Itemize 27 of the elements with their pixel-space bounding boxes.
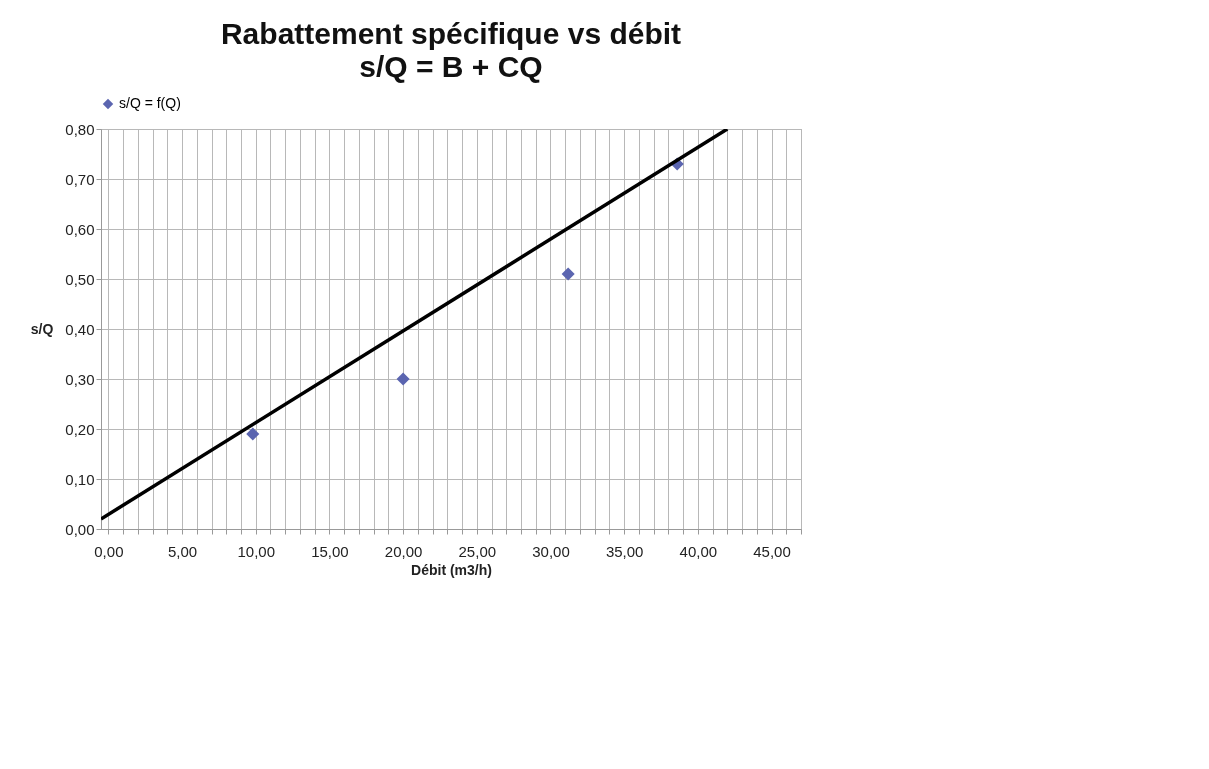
x-tick-label: 0,00: [94, 542, 124, 560]
y-tick-label: 0,00: [65, 520, 95, 538]
y-axis-title: s/Q: [30, 320, 54, 337]
y-tick-label: 0,70: [65, 170, 95, 188]
x-axis-title: Débit (m3/h): [411, 561, 492, 578]
x-tick-label: 45,00: [753, 542, 791, 560]
chart-title: Rabattement spécifique vs débit: [220, 17, 682, 50]
y-tick-label: 0,40: [65, 320, 95, 338]
y-tick-label: 0,10: [65, 470, 95, 488]
point: [396, 372, 410, 386]
y-tick-label: 0,30: [65, 370, 95, 388]
y-tick-label: 0,80: [65, 120, 95, 138]
y-tick-label: 0,20: [65, 420, 95, 438]
y-tick-label: 0,50: [65, 270, 95, 288]
point: [561, 267, 575, 281]
chart-subtitle: s/Q = B + CQ: [359, 50, 543, 83]
legend-label: s/Q = f(Q): [119, 95, 181, 111]
x-tick-label: 40,00: [679, 542, 718, 560]
x-tick-label: 20,00: [384, 542, 423, 560]
point: [246, 427, 260, 441]
x-tick-label: 10,00: [237, 542, 276, 560]
x-tick-label: 5,00: [167, 542, 198, 560]
y-tick-label: 0,60: [65, 220, 95, 238]
x-tick-label: 15,00: [311, 542, 349, 560]
x-tick-label: 30,00: [532, 542, 570, 560]
x-tick-label: 35,00: [605, 542, 644, 560]
x-tick-label: 25,00: [458, 542, 497, 560]
